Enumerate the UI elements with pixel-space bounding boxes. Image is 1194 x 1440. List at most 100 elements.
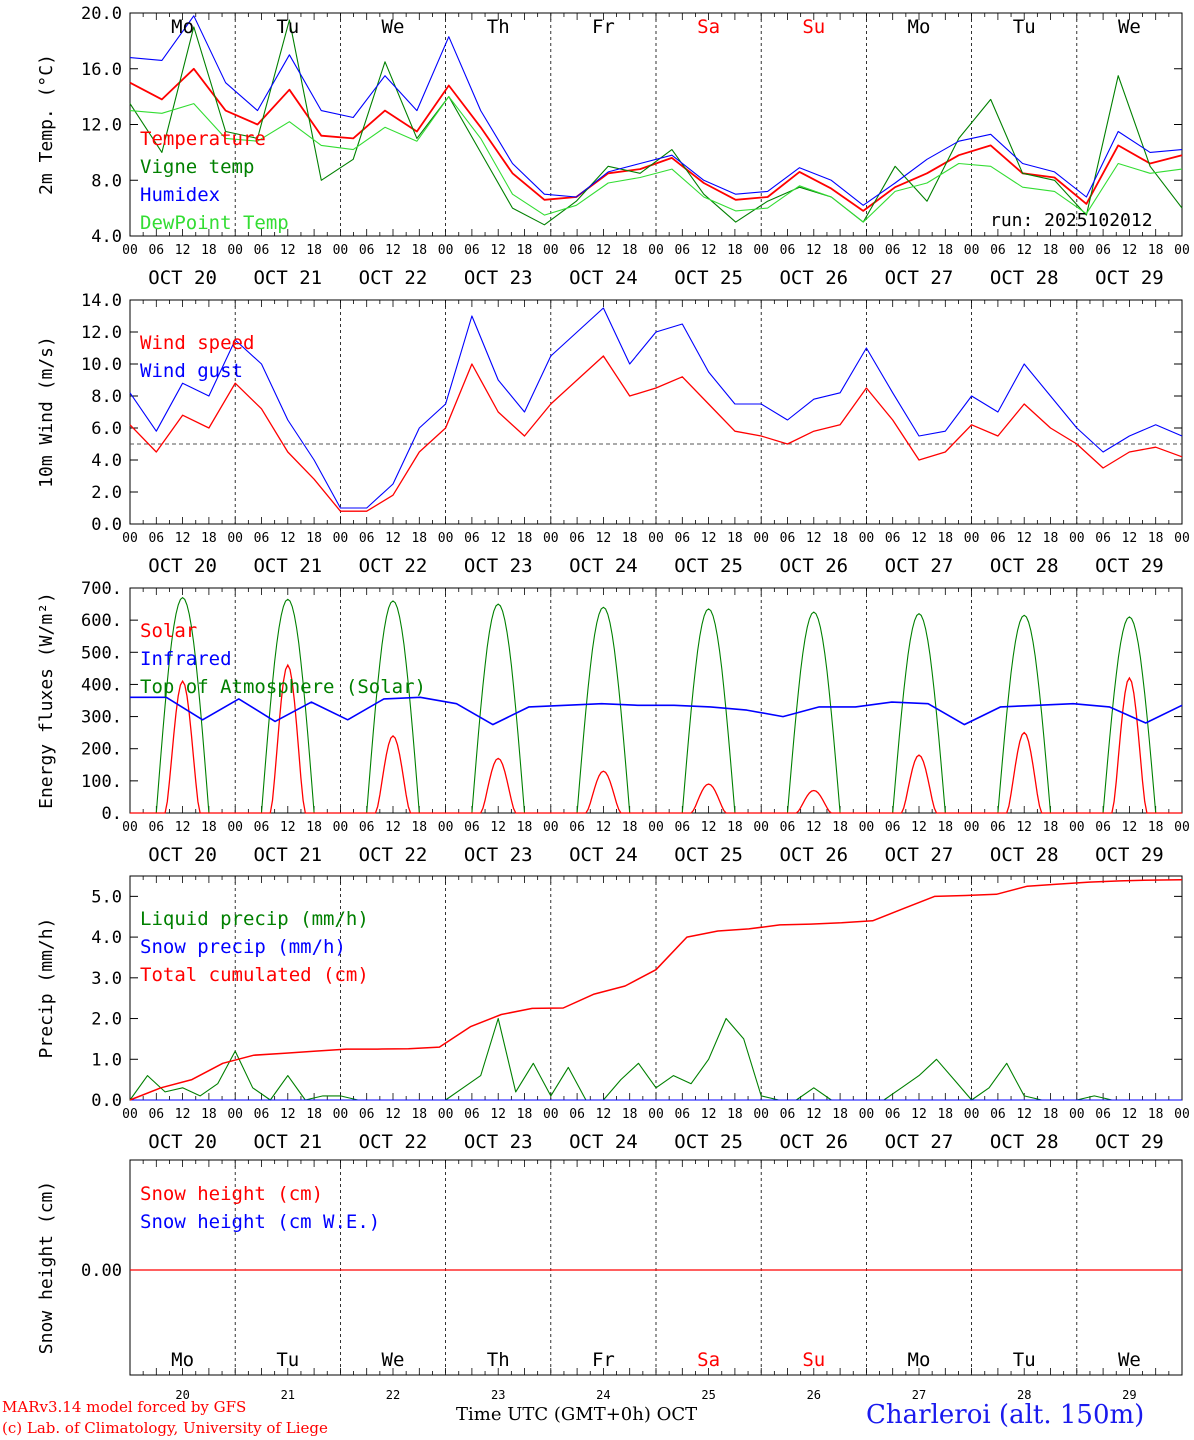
hour-tick-label: 18 [937, 820, 953, 835]
wind-gust-line [129, 307, 1183, 509]
hour-tick-label: 06 [674, 820, 690, 835]
day-number-label: 27 [912, 1388, 926, 1402]
hour-tick-label: 12 [175, 820, 191, 835]
day-number-label: 28 [1017, 1388, 1031, 1402]
flux-ytick-label: 500. [81, 643, 122, 663]
panel-frame-1 [129, 12, 1183, 237]
hour-tick-label: 00 [1174, 1107, 1190, 1122]
hour-tick-label: 18 [411, 243, 427, 258]
day-label: Su [802, 1349, 825, 1371]
hour-tick-label: 06 [885, 820, 901, 835]
hour-tick-label: 06 [359, 243, 375, 258]
hour-tick-label: 12 [1122, 243, 1138, 258]
hour-tick-label: 18 [411, 531, 427, 546]
wind-ytick-label: 12.0 [81, 323, 122, 343]
hour-tick-label: 18 [306, 1107, 322, 1122]
hour-tick-label: 06 [254, 1107, 270, 1122]
hour-tick-label: 00 [753, 1107, 769, 1122]
hour-tick-label: 12 [175, 531, 191, 546]
hour-tick-label: 18 [201, 1107, 217, 1122]
hour-tick-label: 06 [148, 820, 164, 835]
hour-tick-label: 00 [964, 820, 980, 835]
hour-tick-label: 18 [1043, 820, 1059, 835]
hour-tick-label: 00 [648, 243, 664, 258]
hour-tick-label: 00 [753, 531, 769, 546]
hour-tick-label: 06 [990, 531, 1006, 546]
hour-tick-label: 00 [543, 531, 559, 546]
hour-tick-label: 00 [1174, 820, 1190, 835]
date-label: OCT 27 [885, 1131, 954, 1153]
day-label: Sa [697, 16, 720, 38]
hour-tick-label: 12 [701, 531, 717, 546]
hour-tick-label: 12 [701, 1107, 717, 1122]
temp-series-line [129, 67, 1183, 212]
hour-tick-label: 06 [674, 243, 690, 258]
hour-tick-label: 12 [596, 820, 612, 835]
day-label: Tu [1013, 1349, 1036, 1371]
panel-frame-3 [129, 587, 1183, 814]
hour-tick-label: 12 [175, 1107, 191, 1122]
precip-cumulated-line [129, 878, 1183, 1101]
hour-tick-label: 12 [596, 1107, 612, 1122]
hour-tick-label: 06 [990, 243, 1006, 258]
day-label: We [1118, 16, 1141, 38]
day-label: Th [487, 1349, 510, 1371]
date-label: OCT 29 [1095, 267, 1164, 289]
date-label: OCT 29 [1095, 555, 1164, 577]
hour-tick-label: 00 [333, 531, 349, 546]
date-label: OCT 22 [359, 1131, 428, 1153]
date-label: OCT 25 [674, 555, 743, 577]
day-label: Tu [1013, 16, 1036, 38]
day-number-label: 24 [596, 1388, 610, 1402]
snow-ytick-label: 0.00 [81, 1261, 122, 1281]
day-number-label: 29 [1122, 1388, 1136, 1402]
hour-tick-label: 00 [543, 243, 559, 258]
date-label: OCT 25 [674, 267, 743, 289]
hour-tick-label: 18 [1148, 820, 1164, 835]
hour-tick-label: 00 [1069, 1107, 1085, 1122]
hour-tick-label: 06 [254, 820, 270, 835]
hour-tick-label: 06 [148, 243, 164, 258]
hour-tick-label: 06 [990, 820, 1006, 835]
hour-tick-label: 00 [964, 243, 980, 258]
hour-tick-label: 00 [543, 1107, 559, 1122]
date-label: OCT 21 [253, 844, 322, 866]
wind-ytick-label: 14.0 [81, 291, 122, 311]
hour-tick-label: 18 [937, 1107, 953, 1122]
hour-tick-label: 06 [1095, 1107, 1111, 1122]
hour-tick-label: 12 [596, 531, 612, 546]
hour-tick-label: 12 [385, 531, 401, 546]
wind-ytick-label: 2.0 [91, 483, 122, 503]
snow-legend-entry: Snow height (cm) [140, 1183, 323, 1205]
hour-tick-label: 00 [648, 1107, 664, 1122]
date-label: OCT 24 [569, 555, 638, 577]
hour-tick-label: 18 [306, 531, 322, 546]
wind-ytick-label: 6.0 [91, 419, 122, 439]
hour-tick-label: 18 [937, 243, 953, 258]
hour-tick-label: 18 [1043, 1107, 1059, 1122]
hour-tick-label: 12 [280, 531, 296, 546]
hour-tick-label: 00 [333, 1107, 349, 1122]
hour-tick-label: 12 [490, 243, 506, 258]
hour-tick-label: 00 [227, 1107, 243, 1122]
day-label: Tu [276, 16, 299, 38]
flux-ytick-label: 400. [81, 675, 122, 695]
hour-tick-label: 00 [859, 531, 875, 546]
hour-tick-label: 06 [780, 820, 796, 835]
date-label: OCT 28 [990, 844, 1059, 866]
hour-tick-label: 00 [964, 531, 980, 546]
hour-tick-label: 18 [832, 1107, 848, 1122]
hour-tick-label: 06 [254, 243, 270, 258]
wind-legend-entry: Wind gust [140, 360, 243, 382]
hour-tick-label: 12 [1016, 243, 1032, 258]
precip-liquid-line [129, 1017, 1182, 1101]
temp-series-line [129, 19, 1183, 226]
date-label: OCT 20 [148, 844, 217, 866]
hour-tick-label: 12 [280, 820, 296, 835]
hour-tick-label: 00 [859, 820, 875, 835]
flux-infrared-line [130, 696, 1183, 726]
hour-tick-label: 18 [832, 531, 848, 546]
hour-tick-label: 06 [1095, 531, 1111, 546]
hour-tick-label: 18 [937, 531, 953, 546]
date-label: OCT 23 [464, 1131, 533, 1153]
